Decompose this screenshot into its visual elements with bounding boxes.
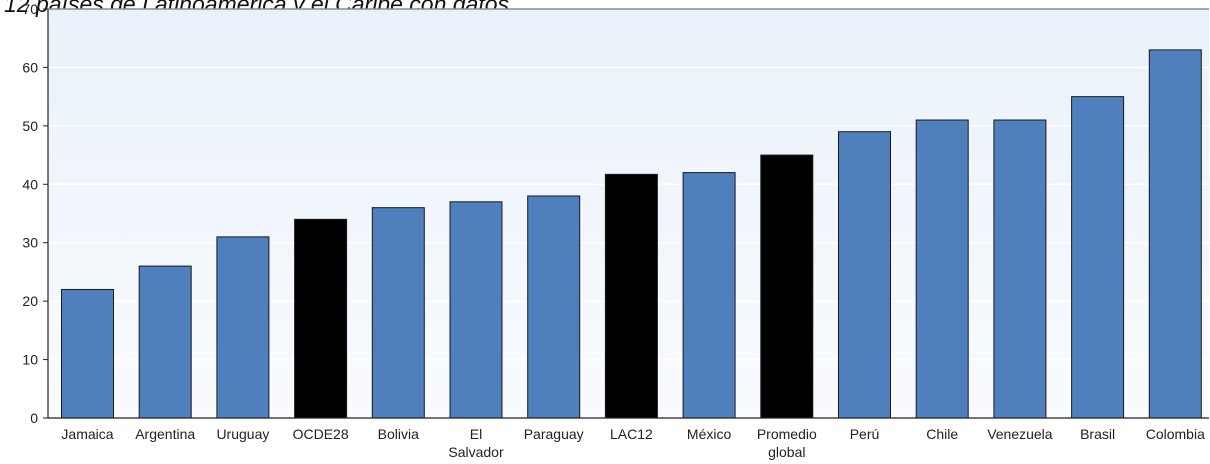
bar-bolivia	[371, 207, 425, 419]
x-tick-label: Uruguay	[216, 426, 269, 442]
y-tick-label: 20	[22, 293, 38, 309]
y-tick-label: 40	[22, 176, 38, 192]
bar-chile	[915, 119, 969, 419]
y-tick-label: 0	[30, 410, 38, 426]
x-tick-label: Chile	[926, 426, 958, 442]
x-axis-labels: Jamaica Argentina Uruguay OCDE28 Bolivia El Sa…	[61, 426, 1205, 460]
x-tick-label: LAC12	[610, 426, 653, 442]
x-tick-label: Venezuela	[987, 426, 1053, 442]
x-tick-label: México	[687, 426, 732, 442]
x-tick-label: Promedio global	[757, 426, 817, 460]
y-axis-ticks: 0 10 20 30 40 50 60 70	[22, 1, 38, 426]
bar-uruguay	[216, 236, 270, 419]
y-tick-label: 70	[22, 1, 38, 17]
bar-promedio-global	[760, 154, 814, 419]
y-tick-label: 60	[22, 59, 38, 75]
x-tick-label: El Salvador	[448, 426, 504, 460]
bar-perú	[838, 131, 891, 419]
x-tick-label: Paraguay	[524, 426, 584, 442]
bar-el-salvador	[449, 201, 503, 419]
bar-colombia	[1148, 49, 1202, 419]
x-tick-label: Colombia	[1146, 426, 1205, 442]
bar-jamaica	[61, 288, 114, 419]
bar-venezuela	[993, 119, 1047, 419]
y-tick-label: 30	[22, 235, 38, 251]
bars	[61, 49, 1202, 419]
bar-brasil	[1071, 96, 1125, 419]
y-tick-label: 10	[22, 352, 38, 368]
x-tick-label: Jamaica	[61, 426, 113, 442]
y-tick-label: 50	[22, 118, 38, 134]
axes	[43, 8, 1209, 419]
bar-lac12	[604, 173, 658, 419]
x-tick-label: Bolivia	[378, 426, 419, 442]
bar-ocde28	[294, 218, 348, 419]
bar-paraguay	[527, 195, 581, 419]
bar-méxico	[682, 172, 736, 419]
x-tick-label: Perú	[850, 426, 880, 442]
x-tick-label: Brasil	[1080, 426, 1115, 442]
bar-argentina	[138, 265, 192, 419]
x-tick-label: Argentina	[135, 426, 195, 442]
x-tick-label: OCDE28	[293, 426, 349, 442]
